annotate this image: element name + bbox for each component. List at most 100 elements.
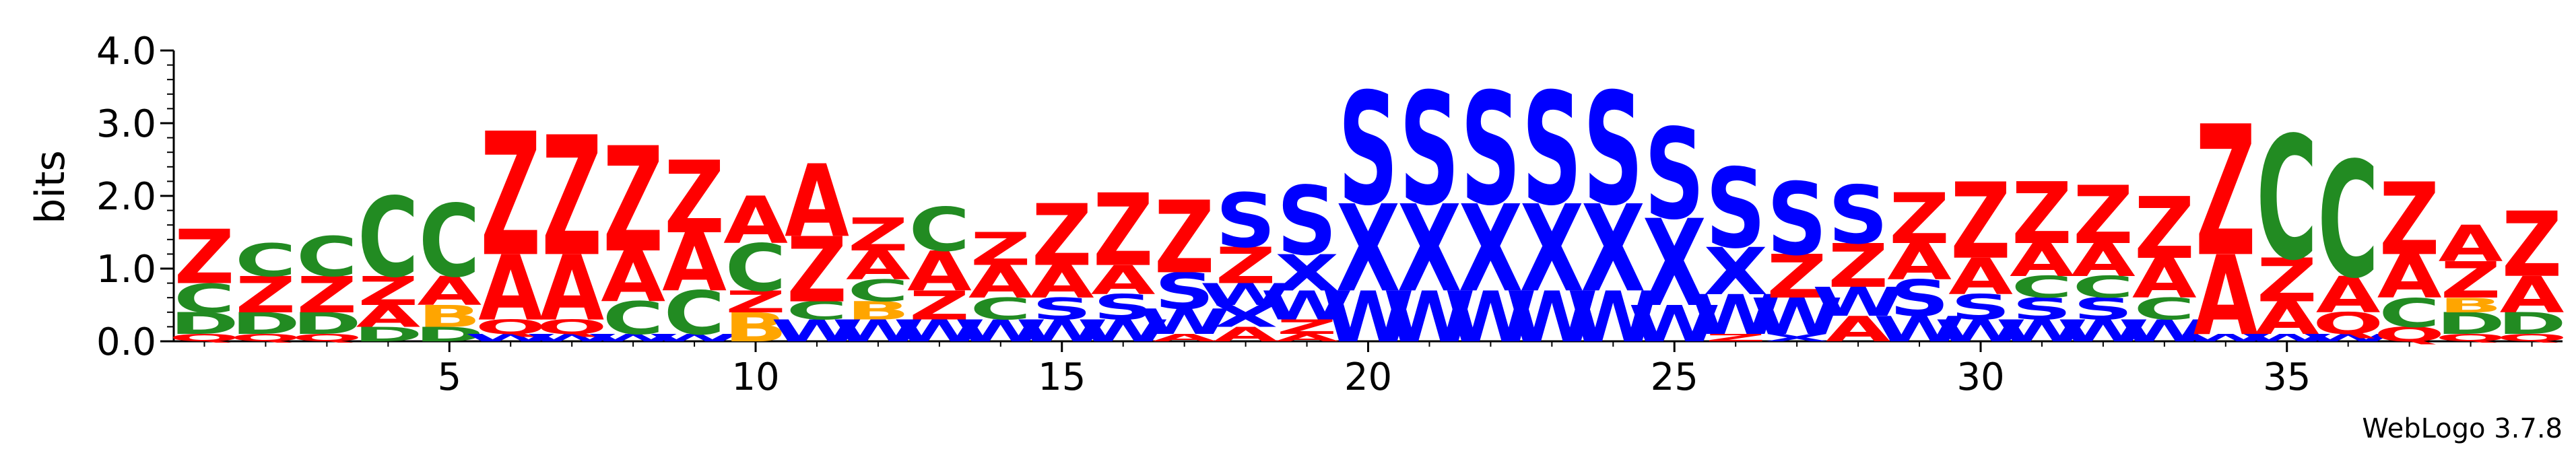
- logo-letter-w: W: [1628, 296, 1721, 353]
- logo-letter-a: A: [478, 237, 543, 341]
- x-tick-label: 15: [1038, 355, 1086, 399]
- logo-letter-w: W: [1016, 314, 1108, 349]
- logo-letter-w: W: [649, 332, 741, 343]
- logo-letter-z: Z: [1705, 332, 1766, 343]
- logo-letter-w: W: [526, 332, 618, 343]
- logo-letter-c: C: [174, 275, 235, 322]
- logo-letter-z: Z: [480, 97, 541, 294]
- logo-letter-s: S: [1950, 287, 2010, 328]
- logo-letter-w: W: [894, 314, 986, 349]
- y-tick-label: 1.0: [96, 248, 156, 291]
- logo-letter-w: W: [832, 314, 925, 349]
- logo-letter-b: B: [418, 299, 481, 334]
- logo-letter-c: C: [358, 175, 419, 302]
- logo-glyphs: QDCZQDZCQDZCDAZCDBACWQAZWQAZWCAZWCAZBZCA…: [169, 61, 2567, 360]
- logo-letter-z: Z: [848, 209, 909, 261]
- logo-letter-w: W: [771, 314, 863, 349]
- logo-letter-x: X: [1336, 180, 1400, 319]
- x-tick-label: 30: [1956, 355, 2004, 399]
- logo-letter-w: W: [1874, 310, 1966, 350]
- logo-letter-s: S: [1889, 270, 1949, 328]
- logo-letter-a: A: [1152, 332, 1217, 343]
- logo-letter-z: Z: [358, 268, 418, 314]
- logo-letter-a: A: [1214, 323, 1278, 347]
- logo-letter-c: C: [909, 195, 970, 265]
- x-axis: 5 10 15 20 25 30 35: [174, 340, 2563, 399]
- logo-letter-z: Z: [236, 267, 296, 324]
- logo-letter-c: C: [847, 274, 909, 309]
- logo-letter-s: S: [1583, 61, 1643, 240]
- logo-letter-c: C: [2072, 270, 2134, 305]
- logo-letter-s: S: [1706, 146, 1766, 273]
- logo-letter-c: C: [2134, 292, 2195, 327]
- logo-letter-z: Z: [1828, 232, 1888, 301]
- logo-letter-a: A: [968, 256, 1033, 308]
- x-tick-label: 10: [731, 355, 779, 399]
- logo-letter-a: A: [846, 242, 911, 289]
- logo-letter-q: Q: [292, 332, 362, 343]
- logo-letter-a: A: [1887, 234, 1952, 291]
- logo-letter-a: A: [723, 184, 788, 259]
- y-tick-label: 4.0: [96, 30, 156, 73]
- logo-letter-a: A: [1275, 332, 1340, 343]
- logo-letter-w: W: [2302, 332, 2394, 343]
- logo-letter-s: S: [1277, 167, 1337, 277]
- logo-letter-z: Z: [296, 267, 357, 324]
- logo-letter-s: S: [1461, 61, 1521, 240]
- logo-letter-b: B: [847, 296, 910, 325]
- logo-letter-x: X: [1459, 180, 1523, 319]
- logo-letter-c: C: [296, 225, 358, 289]
- logo-letter-d: D: [231, 306, 300, 341]
- logo-letter-a: A: [907, 240, 972, 304]
- logo-letter-w: W: [1567, 277, 1659, 358]
- logo-letter-d: D: [2436, 306, 2505, 341]
- logo-letter-c: C: [603, 293, 664, 345]
- y-axis-label: bits: [27, 150, 74, 224]
- logo-letter-w: W: [2241, 332, 2333, 343]
- logo-letter-d: D: [2497, 306, 2567, 341]
- logo-letter-a: A: [2500, 267, 2565, 324]
- logo-letter-s: S: [1522, 61, 1582, 240]
- logo-letter-q: Q: [169, 332, 240, 343]
- logo-letter-w: W: [1935, 314, 2027, 349]
- logo-letter-w: W: [1199, 277, 1292, 312]
- logo-letter-c: C: [419, 184, 480, 300]
- logo-letter-q: Q: [475, 316, 546, 339]
- logo-letter-s: S: [1093, 287, 1153, 328]
- logo-letter-a: A: [356, 299, 420, 334]
- logo-letter-a: A: [2439, 215, 2503, 273]
- logo-letter-s: S: [1767, 162, 1827, 278]
- logo-letter-z: Z: [2379, 162, 2440, 278]
- logo-letter-z: Z: [1277, 316, 1337, 339]
- logo-letter-z: Z: [725, 285, 786, 320]
- logo-letter-q: Q: [2497, 332, 2567, 343]
- logo-letter-z: Z: [603, 117, 663, 285]
- x-tick-label: 20: [1344, 355, 1392, 399]
- logo-letter-x: X: [1643, 195, 1707, 333]
- logo-letter-z: Z: [1216, 237, 1276, 295]
- logo-letter-z: Z: [1889, 178, 1950, 260]
- logo-letter-c: C: [2256, 100, 2317, 298]
- logo-letter-c: C: [235, 235, 296, 287]
- logo-letter-z: Z: [1950, 162, 2011, 283]
- logo-letter-d: D: [354, 323, 423, 347]
- logo-letter-c: C: [2317, 128, 2379, 314]
- logo-letter-b: B: [724, 304, 787, 351]
- y-axis: 0.0 1.0 2.0 3.0 4.0: [96, 30, 175, 364]
- logo-letter-d: D: [292, 306, 362, 341]
- weblogo-credit: WebLogo 3.7.8: [2362, 413, 2563, 444]
- logo-letter-w: W: [1445, 277, 1537, 358]
- logo-letter-q: Q: [230, 332, 301, 343]
- logo-letter-b: B: [2439, 294, 2502, 318]
- logo-letter-s: S: [1216, 178, 1276, 265]
- logo-letter-w: W: [587, 332, 680, 343]
- y-tick-label: 3.0: [96, 102, 156, 146]
- logo-letter-c: C: [2379, 290, 2440, 337]
- logo-letter-d: D: [415, 323, 484, 347]
- logo-letter-z: Z: [2134, 180, 2195, 278]
- logo-letter-z: Z: [541, 101, 602, 293]
- logo-letter-z: Z: [787, 219, 847, 322]
- logo-letter-a: A: [662, 217, 727, 310]
- logo-letter-a: A: [2377, 243, 2442, 312]
